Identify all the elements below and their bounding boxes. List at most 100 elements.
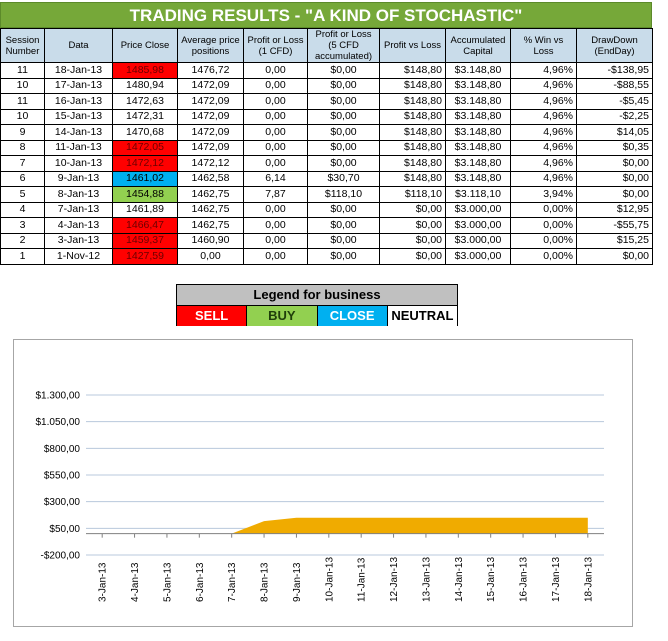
table-row: 11 18-Jan-13 1485,98 1476,72 0,00 $0,00 $148,8… — [0, 62, 653, 79]
cell-pl-1cfd: 0,00 — [243, 155, 308, 172]
legend-sell: SELL — [177, 306, 248, 326]
x-tick-label: 9-Jan-13 — [292, 562, 303, 602]
cell-avg-price: 1462,75 — [177, 186, 244, 203]
cell-win-pct: 4,96% — [510, 124, 577, 141]
table-row: 4 7-Jan-13 1461,89 1462,75 0,00 $0,00 $0,00 $3.… — [0, 201, 653, 218]
cell-drawdown: $0,00 — [576, 186, 653, 203]
cell-pl-1cfd: 0,00 — [243, 232, 308, 249]
cell-drawdown: -$55,75 — [576, 217, 653, 234]
cell-session: 6 — [0, 170, 45, 187]
cell-session: 11 — [0, 62, 45, 79]
cell-avg-price: 1462,75 — [177, 217, 244, 234]
table-row: 9 14-Jan-13 1470,68 1472,09 0,00 $0,00 $148,80… — [0, 124, 653, 141]
cell-win-pct: 0,00% — [510, 201, 577, 218]
cell-pl-5cfd: $0,00 — [307, 155, 380, 172]
cell-pl-1cfd: 0,00 — [243, 248, 308, 265]
results-table: Session Number Data Price Close Average … — [0, 28, 653, 265]
cell-avg-price: 1472,09 — [177, 93, 244, 110]
cell-profit-vs-loss: $148,80 — [379, 139, 446, 156]
cell-capital: $3.148,80 — [445, 77, 511, 94]
x-tick-label: 12-Jan-13 — [389, 557, 400, 602]
y-tick-label: $1.050,00 — [36, 417, 81, 428]
cell-avg-price: 1462,75 — [177, 201, 244, 218]
cell-drawdown: $12,95 — [576, 201, 653, 218]
x-tick-label: 15-Jan-13 — [486, 557, 497, 602]
x-tick-label: 6-Jan-13 — [195, 562, 206, 602]
cell-date: 16-Jan-13 — [44, 93, 113, 110]
cell-avg-price: 1472,12 — [177, 155, 244, 172]
cell-avg-price: 1472,09 — [177, 139, 244, 156]
cell-session: 10 — [0, 77, 45, 94]
cell-session: 3 — [0, 217, 45, 234]
x-tick-label: 14-Jan-13 — [454, 557, 465, 602]
cell-date: 7-Jan-13 — [44, 201, 113, 218]
cell-profit-vs-loss: $148,80 — [379, 93, 446, 110]
table-row: 7 10-Jan-13 1472,12 1472,12 0,00 $0,00 $148,80… — [0, 155, 653, 172]
cell-win-pct: 0,00% — [510, 248, 577, 265]
x-tick-label: 3-Jan-13 — [98, 562, 109, 602]
cell-win-pct: 4,96% — [510, 108, 577, 125]
x-tick-label: 16-Jan-13 — [519, 557, 530, 602]
y-tick-label: -$200,00 — [41, 551, 81, 562]
legend-row: SELL BUY CLOSE NEUTRAL — [177, 306, 457, 326]
cell-pl-5cfd: $0,00 — [307, 232, 380, 249]
cell-pl-1cfd: 6,14 — [243, 170, 308, 187]
cell-profit-vs-loss: $0,00 — [379, 232, 446, 249]
header-avg-price: Average price positions — [177, 28, 244, 63]
cell-profit-vs-loss: $148,80 — [379, 155, 446, 172]
cell-capital: $3.148,80 — [445, 139, 511, 156]
table-row: 10 17-Jan-13 1480,94 1472,09 0,00 $0,00 $148,8… — [0, 77, 653, 94]
cell-session: 2 — [0, 232, 45, 249]
cell-drawdown: $0,00 — [576, 248, 653, 265]
cell-win-pct: 4,96% — [510, 155, 577, 172]
cell-price-close: 1459,37 — [112, 232, 178, 249]
cell-drawdown: $14,05 — [576, 124, 653, 141]
cell-date: 17-Jan-13 — [44, 77, 113, 94]
y-tick-label: $50,00 — [49, 524, 80, 535]
x-tick-label: 18-Jan-13 — [583, 557, 594, 602]
cell-drawdown: $15,25 — [576, 232, 653, 249]
cell-price-close: 1472,12 — [112, 155, 178, 172]
cell-pl-5cfd: $0,00 — [307, 108, 380, 125]
cell-capital: $3.000,00 — [445, 217, 511, 234]
cell-capital: $3.148,80 — [445, 62, 511, 79]
page-title: TRADING RESULTS - "A KIND OF STOCHASTIC" — [0, 2, 652, 28]
cell-price-close: 1470,68 — [112, 124, 178, 141]
header-pl-1cfd: Profit or Loss (1 CFD) — [243, 28, 308, 63]
header-capital: Accumulated Capital — [445, 28, 511, 63]
cell-pl-5cfd: $0,00 — [307, 248, 380, 265]
chart-svg: -$200,00 $50,00 $300,00 $550,00 $800,00 $1.05… — [36, 391, 604, 602]
cell-capital: $3.000,00 — [445, 201, 511, 218]
x-tick-label: 17-Jan-13 — [551, 557, 562, 602]
cell-win-pct: 0,00% — [510, 232, 577, 249]
x-tick-label: 13-Jan-13 — [421, 557, 432, 602]
x-tick-label: 5-Jan-13 — [162, 562, 173, 602]
cell-pl-5cfd: $0,00 — [307, 217, 380, 234]
cell-capital: $3.118,10 — [445, 186, 511, 203]
legend-box: Legend for business SELL BUY CLOSE NEUTR… — [176, 284, 458, 326]
table-row: 3 4-Jan-13 1466,47 1462,75 0,00 $0,00 $0,00 $3.… — [0, 217, 653, 234]
cell-avg-price: 1476,72 — [177, 62, 244, 79]
cell-price-close: 1485,98 — [112, 62, 178, 79]
y-tick-label: $800,00 — [44, 444, 81, 455]
cell-date: 14-Jan-13 — [44, 124, 113, 141]
table-row: 6 9-Jan-13 1461,02 1462,58 6,14 $30,70 $148,80… — [0, 170, 653, 187]
x-tick-label: 8-Jan-13 — [260, 562, 271, 602]
cell-pl-1cfd: 0,00 — [243, 62, 308, 79]
cell-price-close: 1472,05 — [112, 139, 178, 156]
header-pl-5cfd: Profit or Loss (5 CFD accumulated) — [307, 28, 380, 63]
cell-drawdown: $0,35 — [576, 139, 653, 156]
cell-session: 11 — [0, 93, 45, 110]
cell-profit-vs-loss: $148,80 — [379, 62, 446, 79]
legend-buy: BUY — [247, 306, 318, 326]
cell-profit-vs-loss: $0,00 — [379, 217, 446, 234]
cell-profit-vs-loss: $148,80 — [379, 124, 446, 141]
legend-close: CLOSE — [317, 306, 388, 326]
cell-capital: $3.148,80 — [445, 155, 511, 172]
cell-pl-1cfd: 0,00 — [243, 93, 308, 110]
cell-price-close: 1427,59 — [112, 248, 178, 265]
y-tick-label: $1.300,00 — [36, 391, 81, 402]
cell-win-pct: 4,96% — [510, 139, 577, 156]
cell-capital: $3.000,00 — [445, 232, 511, 249]
cell-avg-price: 1472,09 — [177, 124, 244, 141]
